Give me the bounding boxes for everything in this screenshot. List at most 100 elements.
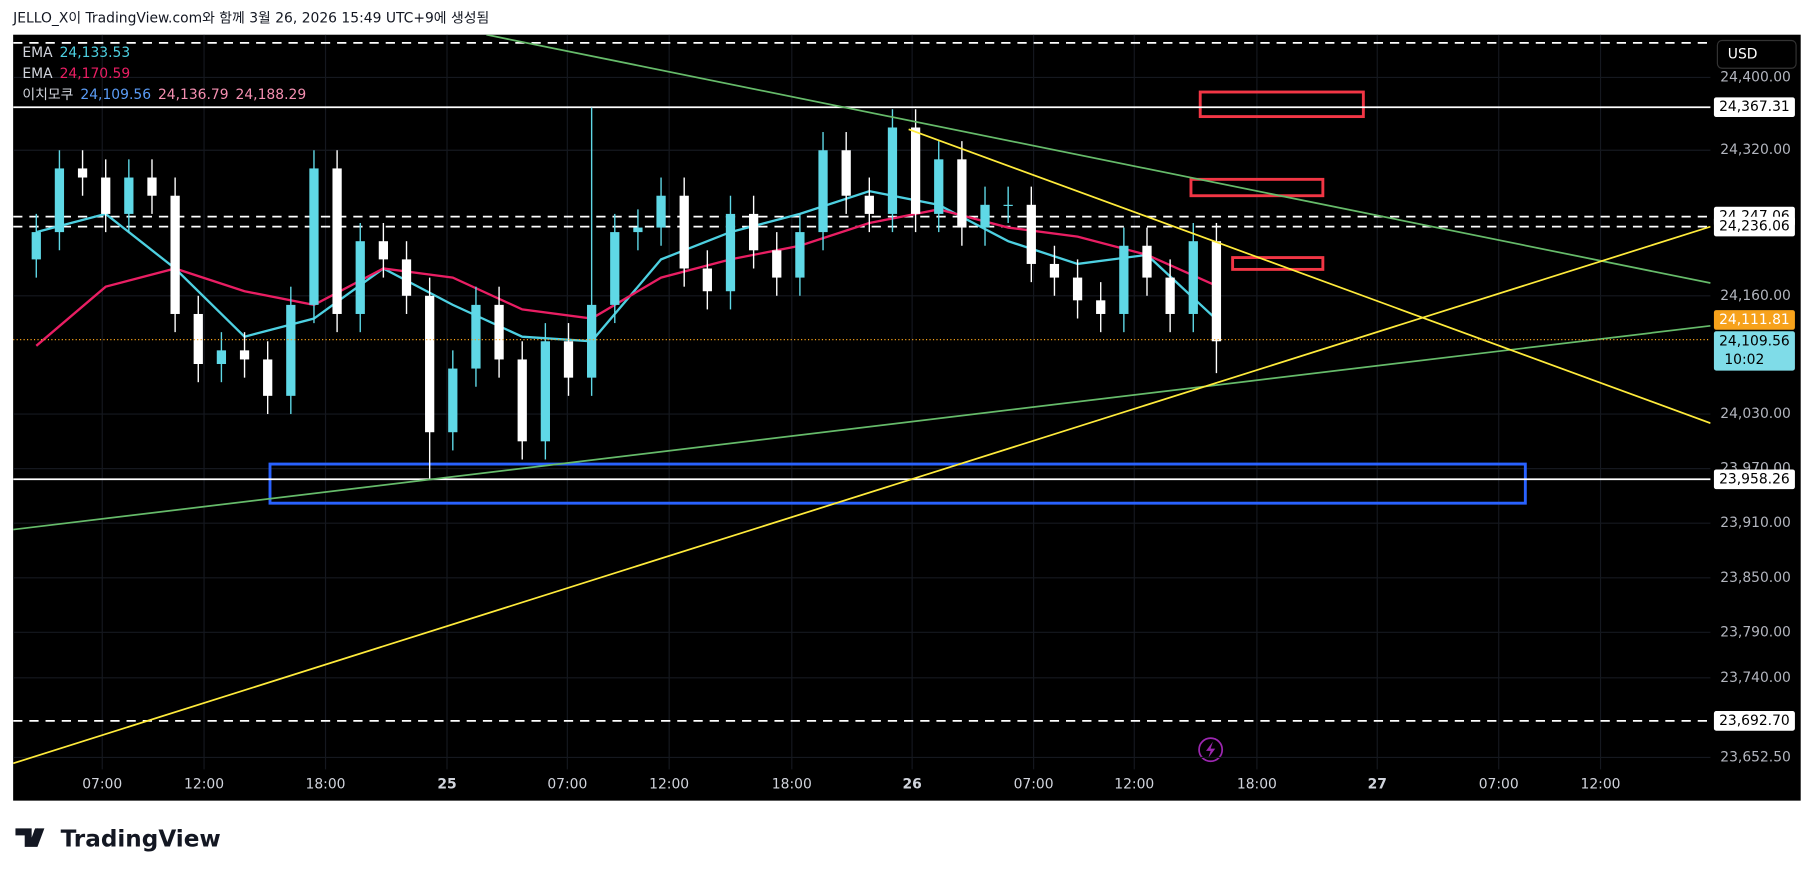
legend-value: 24,109.56 xyxy=(80,87,151,103)
trend-line xyxy=(908,128,1711,424)
candle-body xyxy=(286,304,296,396)
candle-body xyxy=(610,232,620,305)
x-tick-label: 25 xyxy=(437,776,456,792)
candle-body xyxy=(355,241,365,314)
alert-bolt xyxy=(1206,741,1216,758)
candle-body xyxy=(193,313,203,365)
x-tick-label: 18:00 xyxy=(772,776,812,792)
zone xyxy=(1198,90,1365,119)
price-line-label-box xyxy=(1713,97,1795,118)
x-tick-label: 07:00 xyxy=(547,776,587,792)
alert-circle xyxy=(1198,737,1224,763)
candle-body xyxy=(957,159,967,228)
y-tick-label: 24,160.00 xyxy=(1720,288,1791,304)
candle-body xyxy=(679,195,689,269)
zone xyxy=(1231,256,1325,271)
currency-label: USD xyxy=(1728,46,1758,62)
legend-value: 24,133.53 xyxy=(60,45,131,61)
zone xyxy=(1189,177,1325,198)
candle-body xyxy=(1049,263,1060,278)
legend-name: EMA xyxy=(22,45,53,61)
y-tick-label: 23,910.00 xyxy=(1720,515,1791,531)
trend-line xyxy=(486,34,1711,284)
y-tick-label: 23,850.00 xyxy=(1720,570,1791,586)
candle-body xyxy=(1119,245,1129,314)
trend-line xyxy=(13,225,1711,765)
candle-body xyxy=(170,195,180,314)
candle-body xyxy=(633,227,643,233)
x-tick-label: 07:00 xyxy=(82,776,122,792)
candle-body xyxy=(448,368,458,433)
candle-body xyxy=(563,341,574,378)
ema-line xyxy=(35,208,1217,347)
x-tick-label: 12:00 xyxy=(1114,776,1154,792)
candle-body xyxy=(748,213,759,251)
candle-body xyxy=(216,350,227,365)
y-tick-label: 24,400.00 xyxy=(1720,69,1791,85)
y-tick-label: 24,320.00 xyxy=(1720,142,1791,158)
legend-value: 24,170.59 xyxy=(60,66,131,82)
y-tick-label: 24,030.00 xyxy=(1720,406,1791,422)
candle-body xyxy=(725,213,736,292)
price-line-label-box xyxy=(1713,469,1795,490)
candle-body xyxy=(772,250,782,278)
candle-body xyxy=(656,195,666,228)
candle-body xyxy=(934,159,944,214)
x-tick-label: 27 xyxy=(1368,776,1387,792)
last-price-box xyxy=(1713,331,1795,371)
x-tick-label: 07:00 xyxy=(1479,776,1519,792)
y-tick-label: 23,652.50 xyxy=(1720,749,1791,765)
candle-body xyxy=(147,177,157,196)
candle-body xyxy=(1096,300,1106,314)
brand-name: TradingView xyxy=(61,826,221,852)
candle-body xyxy=(887,127,898,214)
alert-icon xyxy=(1198,737,1224,763)
currency-button[interactable] xyxy=(1716,39,1797,69)
price-line-label: 24,236.06 xyxy=(1719,219,1790,235)
candle-body xyxy=(309,168,319,305)
candle-body xyxy=(401,259,412,296)
candle-body xyxy=(263,359,273,396)
brand-logo: TradingView xyxy=(15,826,221,852)
candle-body xyxy=(1072,277,1083,301)
current-price-label-box xyxy=(1713,310,1795,330)
candle-body xyxy=(77,168,88,178)
x-tick-label: 12:00 xyxy=(1581,776,1621,792)
candle-body xyxy=(702,268,712,292)
candle-body xyxy=(980,204,990,228)
candle-body xyxy=(1026,204,1036,264)
candle-body xyxy=(471,304,481,369)
price-line-label-box xyxy=(1713,216,1795,237)
candle-body xyxy=(101,177,111,214)
candle-body xyxy=(540,341,550,442)
candle-body xyxy=(124,177,134,214)
legend-name: EMA xyxy=(22,66,53,82)
x-tick-label: 26 xyxy=(902,776,921,792)
candle-body xyxy=(795,232,805,278)
y-tick-label: 23,790.00 xyxy=(1720,624,1791,640)
x-tick-label: 12:00 xyxy=(184,776,224,792)
candle-body xyxy=(494,304,504,360)
x-tick-label: 18:00 xyxy=(306,776,346,792)
candle-body xyxy=(517,359,527,442)
candle-body xyxy=(1003,204,1013,206)
logo-dot xyxy=(33,828,41,836)
plot-area xyxy=(13,34,1711,770)
trend-line xyxy=(13,324,1711,531)
candle-body xyxy=(910,127,921,214)
candle-body xyxy=(818,150,828,233)
zone xyxy=(268,462,1527,505)
x-tick-label: 18:00 xyxy=(1237,776,1277,792)
price-line-label: 24,367.31 xyxy=(1719,99,1790,115)
price-line-label-box xyxy=(1713,711,1795,731)
price-line-label: 23,958.26 xyxy=(1719,471,1790,487)
candle-body xyxy=(378,241,389,260)
candle-body xyxy=(1188,241,1198,314)
chart-panel xyxy=(13,34,1801,801)
ema-line xyxy=(35,189,1218,343)
x-tick-label: 07:00 xyxy=(1014,776,1054,792)
candle-body xyxy=(332,168,342,314)
legend-value: 24,188.29 xyxy=(236,87,307,103)
